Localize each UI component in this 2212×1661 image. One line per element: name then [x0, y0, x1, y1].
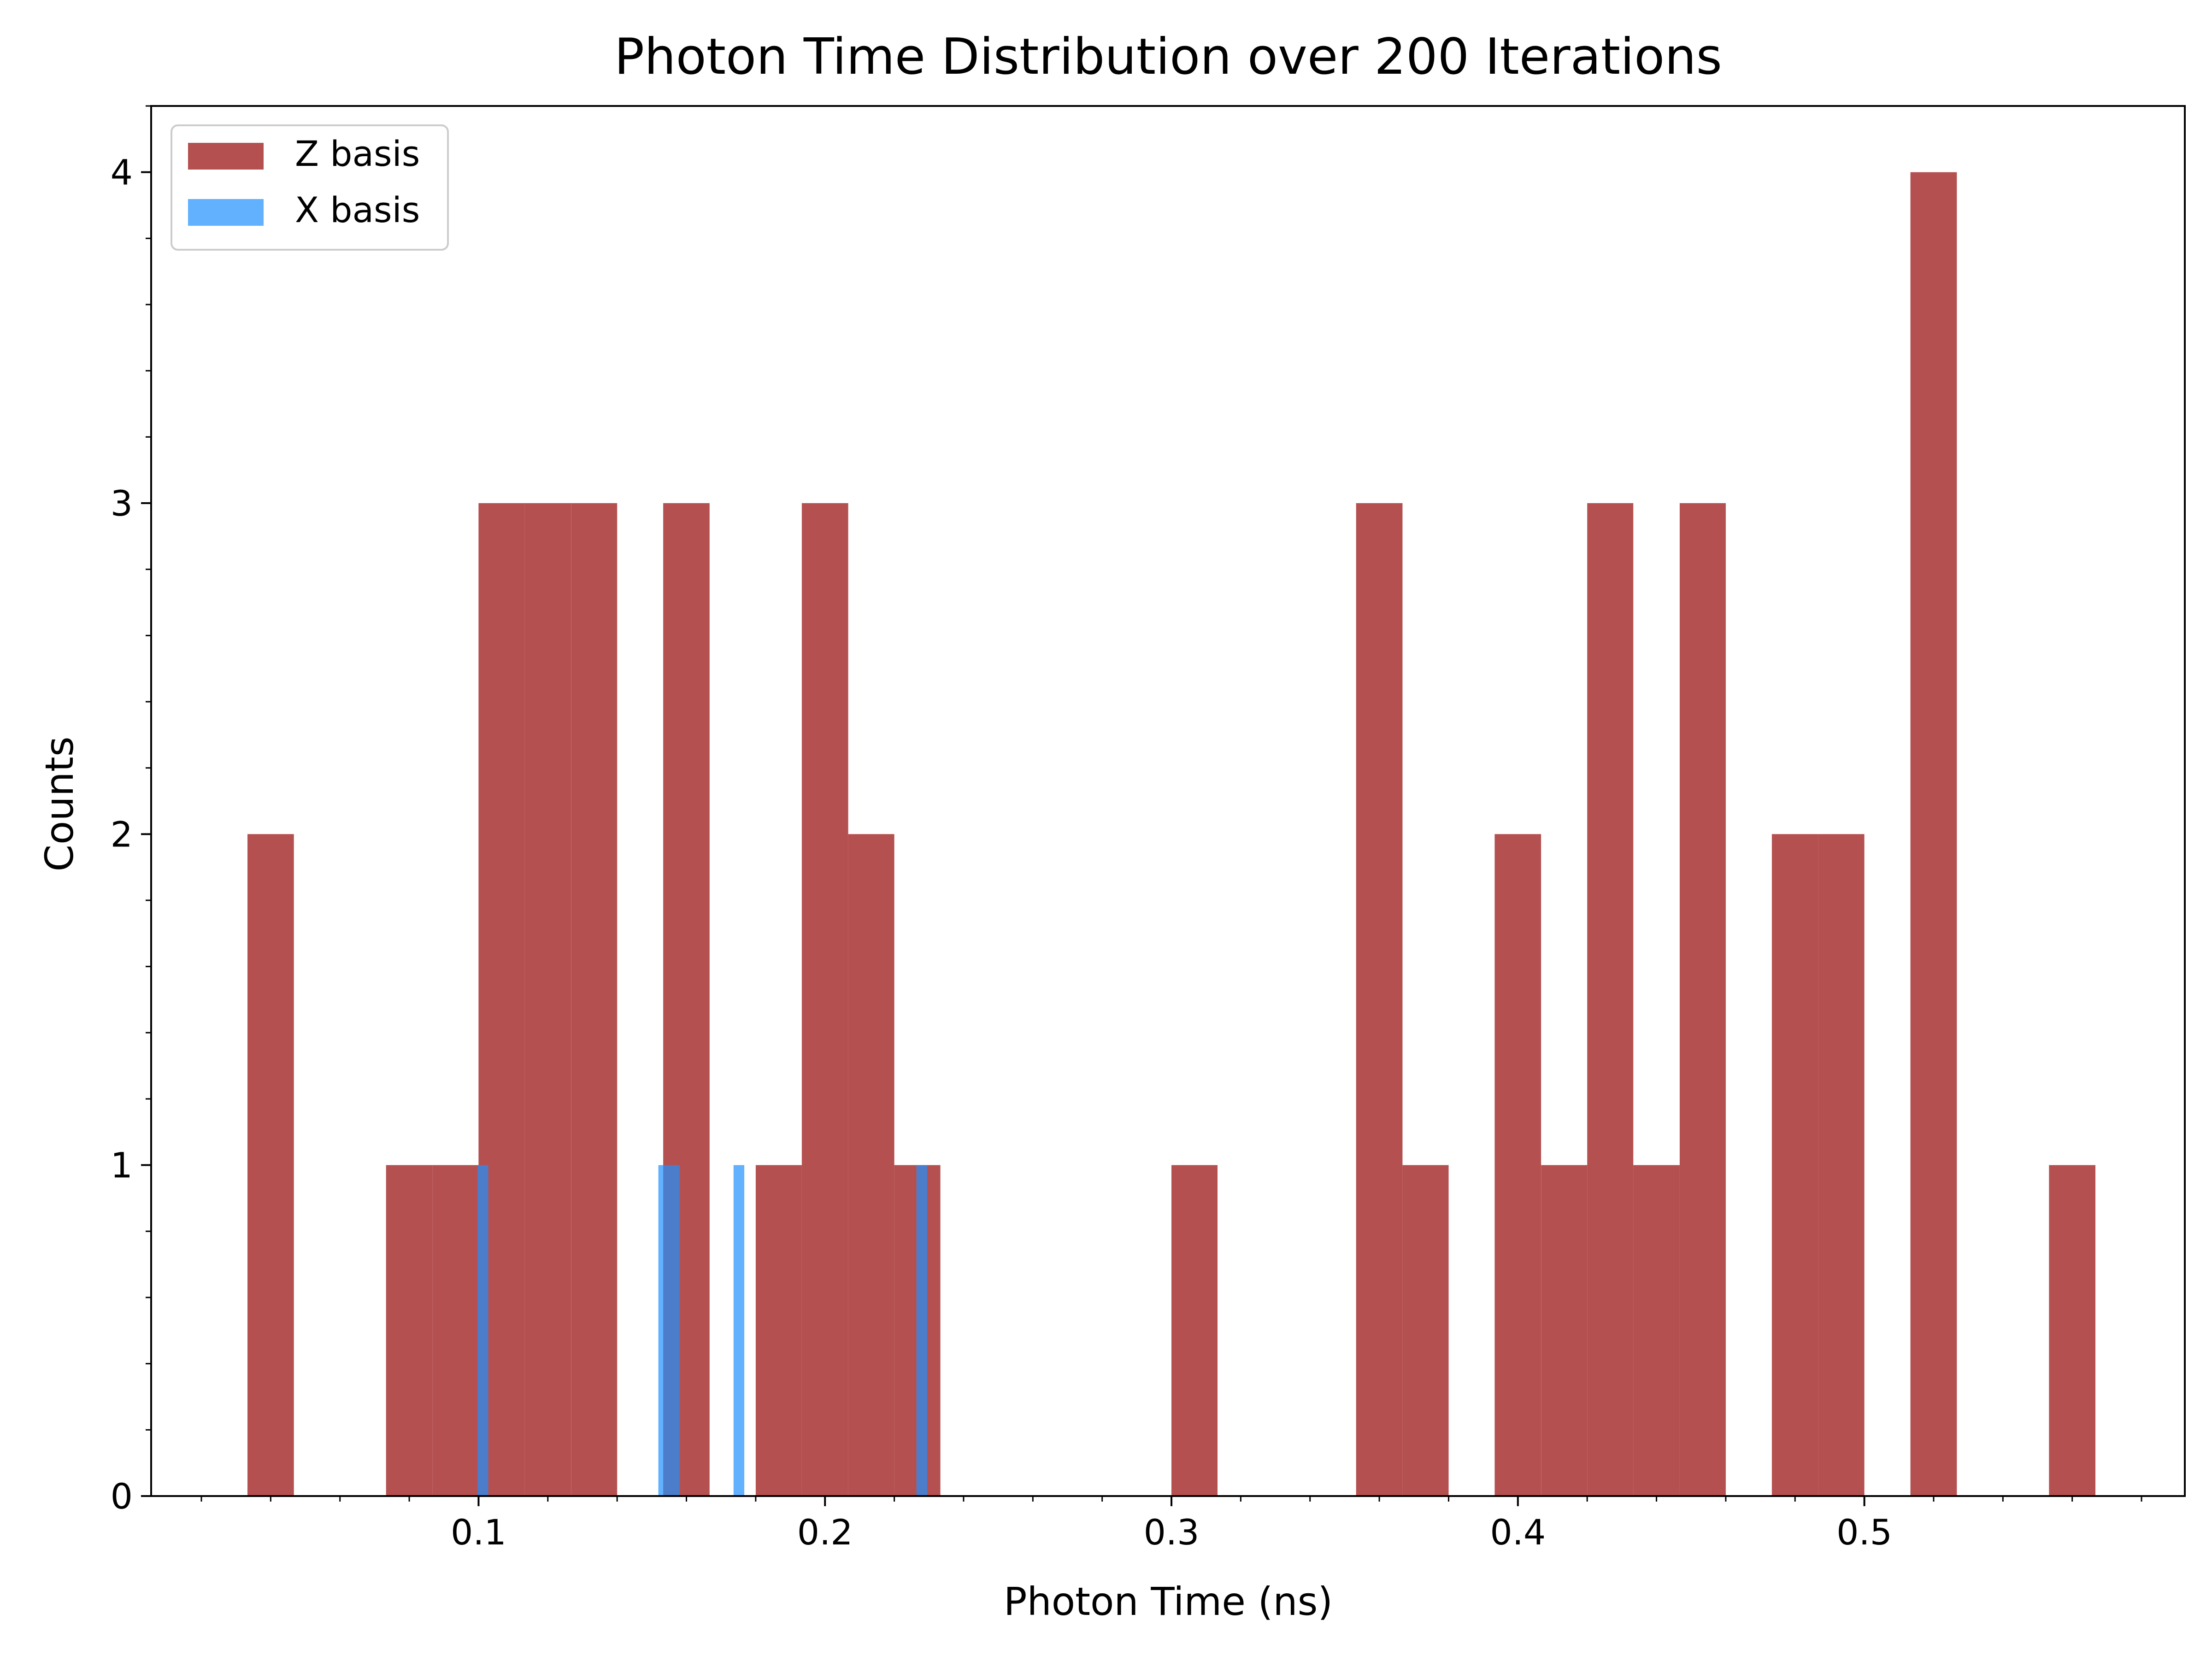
x-basis-bar	[733, 1165, 745, 1496]
z-basis-bar	[1402, 1165, 1449, 1496]
z-basis-bar	[386, 1165, 433, 1496]
z-basis-bar	[1494, 834, 1541, 1496]
ticks-layer: 0.1 0.2 0.3 0.4 0.5 0 1 2 3 4	[111, 105, 2142, 1553]
chart-title: Photon Time Distribution over 200 Iterat…	[614, 28, 1722, 86]
legend: Z basis X basis	[171, 124, 449, 251]
z-basis-bar	[1633, 1165, 1680, 1496]
x-tick-label: 0.2	[797, 1512, 853, 1553]
y-tick-label: 1	[111, 1145, 133, 1186]
y-axis-label: Counts	[37, 736, 82, 871]
y-tick-label: 4	[111, 152, 133, 193]
x-tick-label: 0.4	[1490, 1512, 1546, 1553]
z-basis-bar	[1171, 1165, 1218, 1496]
x-axis-label: Photon Time (ns)	[1004, 1579, 1333, 1624]
y-tick-label: 2	[111, 814, 133, 855]
z-basis-bar	[801, 503, 848, 1496]
z-basis-bar	[524, 503, 571, 1496]
z-basis-bar	[1771, 834, 1818, 1496]
z-basis-bar	[1679, 503, 1726, 1496]
z-basis-bar	[571, 503, 618, 1496]
y-tick-label: 0	[111, 1476, 133, 1517]
z-basis-bar	[432, 1165, 479, 1496]
z-basis-bar	[247, 834, 294, 1496]
x-basis-bar	[658, 1165, 669, 1496]
y-tick-label: 3	[111, 483, 133, 524]
legend-label-z-basis: Z basis	[295, 133, 420, 174]
x-tick-label: 0.5	[1836, 1512, 1892, 1553]
x-basis-bar	[477, 1165, 488, 1496]
z-basis-bar	[1818, 834, 1865, 1496]
z-basis-bar	[848, 834, 894, 1496]
z-basis-bar	[1910, 172, 1957, 1497]
plot-frame	[150, 105, 2186, 1497]
z-basis-bar	[1587, 503, 1634, 1496]
x-basis-bar	[669, 1165, 680, 1496]
x-basis-bar	[916, 1165, 927, 1496]
z-basis-bar	[1356, 503, 1403, 1496]
x-tick-label: 0.3	[1144, 1512, 1200, 1553]
z-basis-bar	[1541, 1165, 1588, 1496]
bars-layer	[247, 172, 2095, 1497]
legend-label-x-basis: X basis	[295, 189, 420, 230]
legend-swatch-x-basis	[188, 199, 264, 226]
z-basis-bar	[755, 1165, 802, 1496]
x-tick-label: 0.1	[451, 1512, 506, 1553]
legend-swatch-z-basis	[188, 143, 264, 170]
z-basis-bar	[2049, 1165, 2095, 1496]
